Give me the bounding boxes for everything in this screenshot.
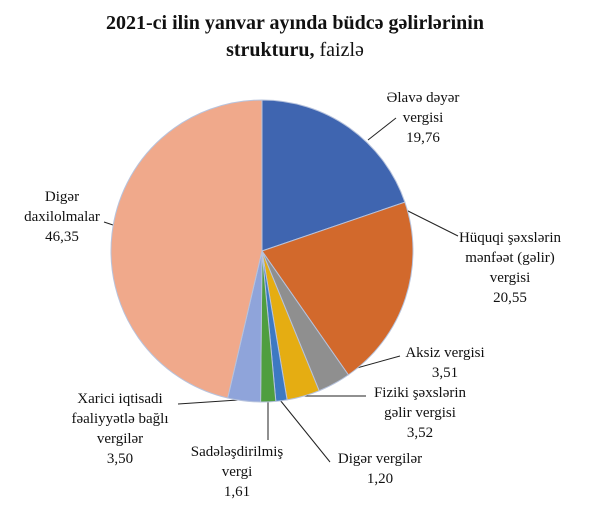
category-label: Digər vergilər xyxy=(337,451,423,467)
slice-label: Xarici iqtisadi fəaliyyətlə bağlı vergil… xyxy=(35,389,205,469)
value-label: 3,50 xyxy=(106,451,134,467)
category-label: Əlavə dəyər vergisi xyxy=(386,90,460,126)
chart-title-block: 2021-ci ilin yanvar ayında büdcə gəlirlə… xyxy=(60,10,530,64)
leader-lines xyxy=(103,117,459,463)
value-label: 3,51 xyxy=(431,365,459,381)
slice-label: Aksiz vergisi 3,51 xyxy=(360,343,530,383)
pie-slice xyxy=(110,99,263,399)
leader-line xyxy=(367,117,397,141)
chart-subtitle: faizlə xyxy=(319,39,364,61)
slice-label: Əlavə dəyər vergisi 19,76 xyxy=(338,88,508,148)
value-label: 3,52 xyxy=(406,425,434,441)
slice-label: Digər vergilər 1,20 xyxy=(295,449,465,489)
pie-slice xyxy=(261,99,406,252)
slice-label: Sadələşdirilmiş vergi 1,61 xyxy=(152,442,322,502)
slice-label: Fiziki şəxslərin gəlir vergisi 3,52 xyxy=(335,383,505,443)
value-label: 19,76 xyxy=(406,130,440,146)
category-label: Hüquqi şəxslərin mənfəət (gəlir) vergisi xyxy=(458,230,562,286)
value-label: 1,20 xyxy=(366,471,394,487)
category-label: Digər daxilolmalar xyxy=(24,189,100,225)
value-label: 20,55 xyxy=(493,290,527,306)
category-label: Sadələşdirilmiş vergi xyxy=(190,444,284,480)
chart-title: 2021-ci ilin yanvar ayında büdcə gəlirlə… xyxy=(106,12,484,61)
category-label: Aksiz vergisi xyxy=(405,345,485,361)
category-label: Fiziki şəxslərin gəlir vergisi xyxy=(373,385,467,421)
category-label: Xarici iqtisadi fəaliyyətlə bağlı vergil… xyxy=(71,391,169,447)
slice-label: Digər daxilolmalar 46,35 xyxy=(0,187,147,247)
leader-line xyxy=(177,399,239,405)
leader-line xyxy=(279,399,331,463)
value-label: 46,35 xyxy=(45,229,79,245)
pie-slice xyxy=(261,201,414,376)
leader-line xyxy=(401,207,459,237)
slice-label: Hüquqi şəxslərin mənfəət (gəlir) vergisi… xyxy=(425,228,590,308)
pie xyxy=(110,99,414,403)
value-label: 1,61 xyxy=(223,484,251,500)
